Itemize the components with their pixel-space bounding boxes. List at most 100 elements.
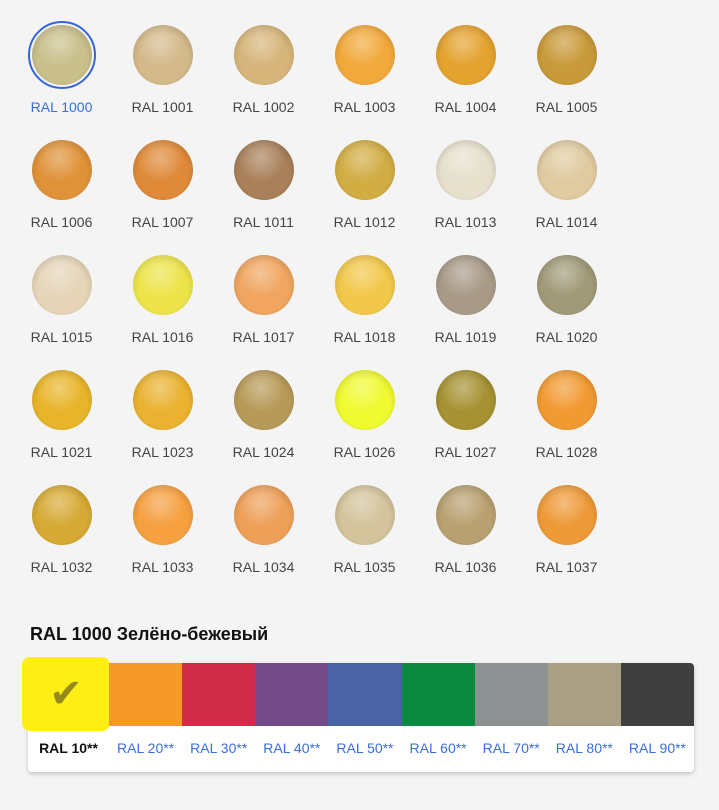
color-label: RAL 1019 [434, 329, 497, 345]
group-label: RAL 30** [190, 740, 248, 756]
color-sphere [233, 255, 294, 315]
color-sphere [132, 255, 193, 315]
color-sphere [27, 21, 96, 89]
color-sphere [435, 370, 496, 430]
tab-group-90[interactable]: RAL 90** [620, 663, 695, 756]
color-swatch[interactable]: RAL 1033 [112, 482, 213, 597]
color-swatch[interactable]: RAL 1007 [112, 137, 213, 252]
color-swatch[interactable]: RAL 1005 [516, 22, 617, 137]
tab-group-40[interactable]: RAL 40** [255, 663, 329, 756]
group-label: RAL 60** [409, 740, 467, 756]
color-label: RAL 1013 [434, 214, 497, 230]
tab-group-30[interactable]: RAL 30** [182, 663, 256, 756]
color-swatch[interactable]: RAL 1024 [213, 367, 314, 482]
color-swatch[interactable]: RAL 1034 [213, 482, 314, 597]
color-swatch[interactable]: RAL 1018 [314, 252, 415, 367]
color-label: RAL 1020 [535, 329, 598, 345]
color-sphere [536, 255, 597, 315]
color-sphere [132, 485, 193, 545]
color-label: RAL 1015 [30, 329, 93, 345]
color-swatch[interactable]: RAL 1016 [112, 252, 213, 367]
color-swatch[interactable]: RAL 1003 [314, 22, 415, 137]
color-label: RAL 1033 [131, 559, 194, 575]
group-label: RAL 10** [39, 740, 98, 756]
color-label: RAL 1027 [434, 444, 497, 460]
color-sphere [31, 485, 92, 545]
color-swatch[interactable]: RAL 1027 [415, 367, 516, 482]
tab-group-20[interactable]: RAL 20** [109, 663, 183, 756]
tab-group-80[interactable]: RAL 80** [547, 663, 621, 756]
color-label: RAL 1028 [535, 444, 598, 460]
color-swatch[interactable]: RAL 1017 [213, 252, 314, 367]
color-label: RAL 1036 [434, 559, 497, 575]
color-swatch[interactable]: RAL 1019 [415, 252, 516, 367]
color-label: RAL 1006 [30, 214, 93, 230]
color-swatch[interactable]: RAL 1001 [112, 22, 213, 137]
color-swatch[interactable]: RAL 1020 [516, 252, 617, 367]
tab-group-70[interactable]: RAL 70** [474, 663, 548, 756]
color-label: RAL 1005 [535, 99, 598, 115]
color-label: RAL 1011 [233, 214, 294, 230]
color-label: RAL 1012 [333, 214, 396, 230]
color-label: RAL 1024 [232, 444, 295, 460]
color-label: RAL 1035 [333, 559, 396, 575]
color-swatch[interactable]: RAL 1015 [11, 252, 112, 367]
group-swatch [255, 663, 329, 726]
group-label: RAL 40** [263, 740, 321, 756]
color-label: RAL 1018 [333, 329, 396, 345]
color-sphere [233, 485, 294, 545]
group-swatch [474, 663, 548, 726]
color-swatch[interactable]: RAL 1032 [11, 482, 112, 597]
group-label: RAL 50** [336, 740, 394, 756]
tab-group-50[interactable]: RAL 50** [328, 663, 402, 756]
color-label: RAL 1007 [131, 214, 194, 230]
color-label: RAL 1002 [232, 99, 295, 115]
color-swatch[interactable]: RAL 1002 [213, 22, 314, 137]
color-swatch[interactable]: RAL 1028 [516, 367, 617, 482]
color-label: RAL 1001 [131, 99, 194, 115]
color-sphere [536, 140, 597, 200]
tab-group-60[interactable]: RAL 60** [401, 663, 475, 756]
tab-group-10[interactable]: ✔ RAL 10** [22, 657, 110, 756]
color-label: RAL 1037 [535, 559, 598, 575]
color-label: RAL 1014 [535, 214, 598, 230]
color-sphere [132, 140, 193, 200]
color-sphere [536, 485, 597, 545]
color-sphere [31, 370, 92, 430]
color-sphere [435, 255, 496, 315]
color-sphere [435, 485, 496, 545]
color-swatch[interactable]: RAL 1035 [314, 482, 415, 597]
color-swatch[interactable]: RAL 1004 [415, 22, 516, 137]
group-swatch [182, 663, 256, 726]
group-swatch [401, 663, 475, 726]
color-swatch[interactable]: RAL 1012 [314, 137, 415, 252]
color-label: RAL 1023 [131, 444, 194, 460]
color-sphere [435, 25, 496, 85]
color-swatch[interactable]: RAL 1011 [213, 137, 314, 252]
group-swatch [109, 663, 183, 726]
color-swatch[interactable]: RAL 1000 [11, 21, 112, 137]
color-swatch[interactable]: RAL 1014 [516, 137, 617, 252]
color-sphere [31, 255, 92, 315]
color-swatch[interactable]: RAL 1026 [314, 367, 415, 482]
color-swatch[interactable]: RAL 1021 [11, 367, 112, 482]
color-label: RAL 1021 [30, 444, 93, 460]
color-sphere [334, 140, 395, 200]
check-icon: ✔ [22, 657, 110, 731]
color-swatch[interactable]: RAL 1023 [112, 367, 213, 482]
group-swatch [328, 663, 402, 726]
color-sphere [334, 255, 395, 315]
color-swatch[interactable]: RAL 1036 [415, 482, 516, 597]
color-sphere [233, 140, 294, 200]
color-label: RAL 1034 [232, 559, 295, 575]
group-label: RAL 20** [117, 740, 175, 756]
color-swatch[interactable]: RAL 1013 [415, 137, 516, 252]
selected-color-title: RAL 1000 Зелёно-бежевый [30, 624, 269, 644]
color-swatch[interactable]: RAL 1006 [11, 137, 112, 252]
color-group-selector: ✔ RAL 10** RAL 20** RAL 30** RAL 40** RAL 50*… [22, 657, 695, 772]
color-label: RAL 1026 [333, 444, 396, 460]
color-sphere [233, 370, 294, 430]
color-sphere [233, 25, 294, 85]
color-label: RAL 1004 [434, 99, 497, 115]
color-swatch[interactable]: RAL 1037 [516, 482, 617, 597]
